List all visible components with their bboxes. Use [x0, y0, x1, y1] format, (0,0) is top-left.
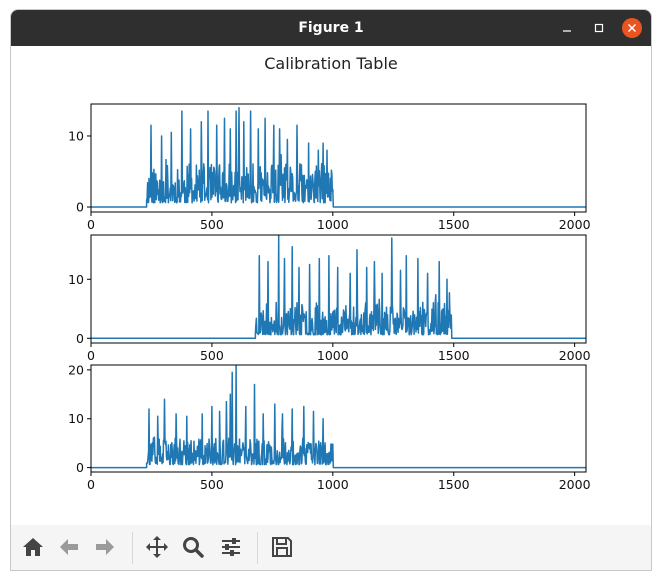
x-tick-label: 500 [200, 477, 224, 492]
chart-title: Calibration Table [264, 54, 398, 73]
arrow-left-icon [60, 539, 78, 555]
subplot-3: 0 500 1000 1500 2000 0 10 20 [68, 362, 590, 492]
pan-button[interactable] [145, 535, 169, 559]
move-icon [146, 536, 168, 558]
title-bar[interactable]: Figure 1 [11, 10, 651, 46]
y-tick-label: 0 [76, 331, 84, 346]
sliders-icon [222, 538, 240, 556]
minimize-icon [563, 30, 571, 32]
series-line [91, 235, 586, 340]
y-tick-label: 10 [68, 411, 84, 426]
navigation-toolbar [11, 525, 651, 570]
plot-area[interactable]: Calibration Table 0 500 1000 1500 2000 0 10 0 50… [11, 46, 651, 525]
axes-frame [90, 234, 587, 344]
minimize-button[interactable] [557, 18, 577, 38]
maximize-button[interactable] [589, 18, 609, 38]
y-tick-label: 0 [76, 460, 84, 475]
subplot-1: 0 500 1000 1500 2000 0 10 [68, 103, 591, 232]
x-tick-label: 2000 [559, 217, 591, 232]
configure-subplots-button[interactable] [219, 535, 243, 559]
y-tick-label: 10 [68, 128, 84, 143]
axes-frame [90, 103, 587, 213]
home-icon [23, 538, 43, 556]
x-tick-label: 1500 [438, 348, 470, 363]
x-tick-label: 1000 [317, 348, 349, 363]
x-tick-label: 1000 [317, 217, 349, 232]
x-tick-label: 500 [200, 217, 224, 232]
y-tick-label: 10 [68, 272, 84, 287]
x-tick-label: 2000 [559, 477, 591, 492]
floppy-disk-icon [272, 537, 292, 557]
magnifier-icon [183, 537, 204, 558]
x-tick-label: 1000 [317, 477, 349, 492]
window-title: Figure 1 [298, 20, 364, 36]
x-tick-label: 0 [87, 217, 95, 232]
x-tick-label: 500 [200, 348, 224, 363]
y-tick-label: 0 [76, 200, 84, 215]
y-tick-label: 20 [68, 362, 84, 377]
toolbar-separator [132, 532, 133, 564]
close-button[interactable] [622, 18, 642, 38]
x-tick-label: 0 [87, 477, 95, 492]
toolbar-separator [257, 532, 258, 564]
series-line [91, 106, 586, 208]
close-icon [627, 23, 637, 33]
forward-button[interactable] [93, 535, 117, 559]
back-button[interactable] [57, 535, 81, 559]
save-button[interactable] [270, 535, 294, 559]
x-tick-label: 1500 [438, 477, 470, 492]
home-button[interactable] [21, 535, 45, 559]
subplot-2: 0 500 1000 1500 2000 0 10 [68, 234, 591, 363]
series-line [91, 365, 586, 469]
figure-window: Figure 1 Calibration Table 0 500 1000 1500 2… [10, 9, 652, 571]
arrow-right-icon [96, 539, 114, 555]
maximize-icon [594, 23, 604, 33]
x-tick-label: 2000 [559, 348, 591, 363]
zoom-button[interactable] [181, 535, 205, 559]
x-tick-label: 0 [87, 348, 95, 363]
x-tick-label: 1500 [438, 217, 470, 232]
